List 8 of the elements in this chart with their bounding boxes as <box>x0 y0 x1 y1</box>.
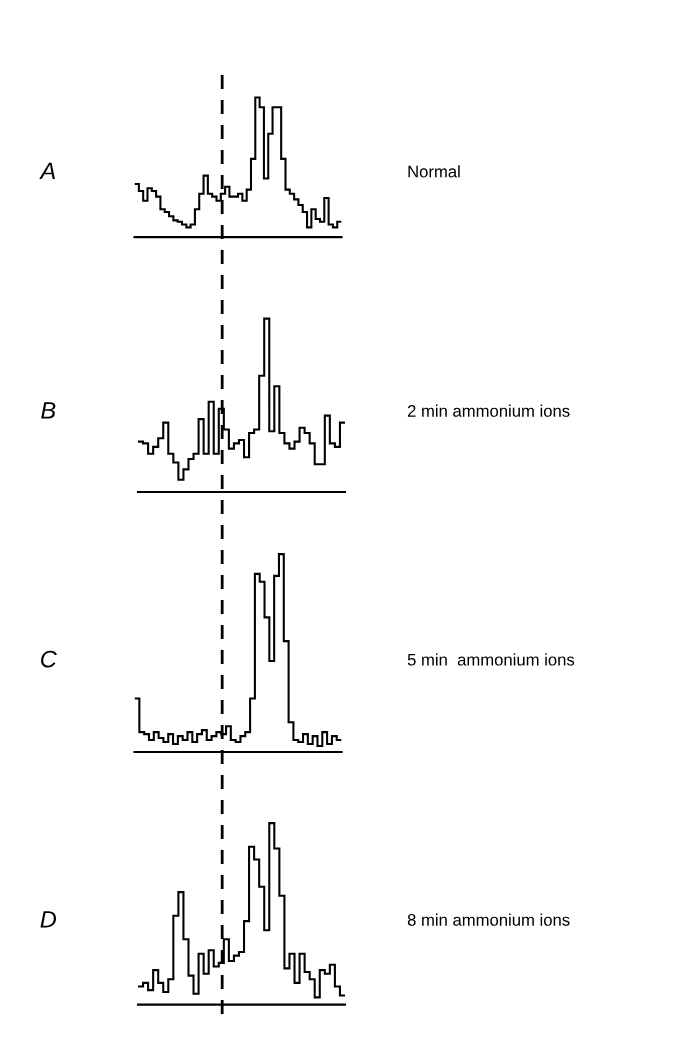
text: A <box>39 162 55 180</box>
text: C <box>41 650 57 668</box>
text: D <box>40 911 57 928</box>
text: 2 min ammonium ions <box>407 404 570 417</box>
text: Normal <box>408 165 460 178</box>
text: 5 min ammonium ions <box>407 653 575 666</box>
text: B <box>41 402 56 419</box>
text: 8 min ammonium ions <box>407 913 570 926</box>
